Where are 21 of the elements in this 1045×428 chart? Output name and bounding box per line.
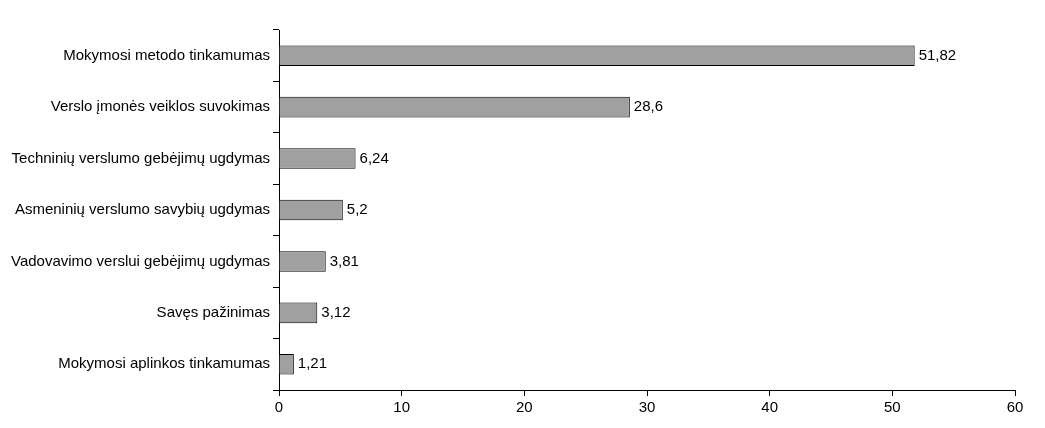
x-tick-label: 0 [274,398,284,416]
y-tick-label: Mokymosi metodo tinkamumas [63,45,271,63]
y-tick-label: Verslo įmonės veiklos suvokimas [50,97,271,115]
data-label: 1,21 [297,354,328,372]
data-label: 5,2 [346,200,368,218]
x-tick-label: 40 [761,398,779,416]
x-tick-label: 50 [883,398,901,416]
y-tick-label: Techninių verslumo gebėjimų ugdymas [11,148,271,166]
data-label: 3,12 [321,303,351,320]
data-label: 6,24 [359,148,389,166]
x-tick-label: 20 [516,398,533,416]
data-label: 28,6 [633,97,664,115]
y-tick-label: Vadovavimo verslui gebėjimų ugdymas [11,251,271,269]
x-tick-label: 10 [393,398,411,416]
data-label: 3,81 [329,251,359,269]
x-tick-label: 60 [1006,398,1024,416]
y-tick-label: Mokymosi aplinkos tinkamumas [58,354,271,372]
y-tick-label: Asmeninių verslumo savybių ugdymas [14,200,271,218]
x-tick-label: 30 [638,398,656,416]
y-tick-label: Savęs pažinimas [156,303,271,320]
data-label: 51,82 [918,45,957,63]
